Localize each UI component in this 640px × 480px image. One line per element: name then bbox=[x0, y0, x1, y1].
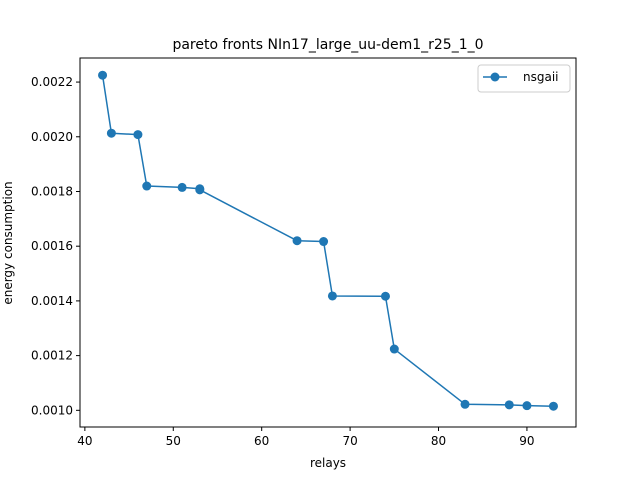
legend-label: nsgaii bbox=[523, 70, 559, 84]
y-tick-label: 0.0018 bbox=[31, 184, 73, 198]
y-tick-label: 0.0020 bbox=[31, 130, 73, 144]
data-point bbox=[177, 182, 187, 192]
x-tick-label: 60 bbox=[254, 434, 269, 448]
y-tick-label: 0.0012 bbox=[31, 349, 73, 363]
axes-frame bbox=[79, 57, 577, 428]
x-tick-label: 70 bbox=[342, 434, 357, 448]
x-tick-label: 40 bbox=[77, 434, 92, 448]
y-tick-label: 0.0016 bbox=[31, 239, 73, 253]
x-tick-label: 50 bbox=[166, 434, 181, 448]
chart-title: pareto fronts NIn17_large_uu-dem1_r25_1_… bbox=[172, 37, 483, 53]
data-point bbox=[327, 291, 337, 301]
data-point bbox=[319, 237, 329, 247]
legend: nsgaii bbox=[477, 64, 571, 93]
data-point bbox=[292, 236, 302, 246]
x-tick-label: 80 bbox=[431, 434, 446, 448]
plot-area bbox=[98, 70, 558, 411]
data-point bbox=[142, 181, 152, 191]
data-point bbox=[98, 70, 108, 80]
legend-marker bbox=[490, 72, 500, 82]
data-point bbox=[195, 185, 205, 195]
data-point bbox=[106, 128, 116, 138]
data-point bbox=[504, 400, 514, 410]
x-tick-label: 90 bbox=[519, 434, 534, 448]
y-tick-label: 0.0022 bbox=[31, 75, 73, 89]
y-axis: 0.0010 0.0012 0.0014 0.0016 0.0018 0.0020 0.00… bbox=[31, 75, 80, 417]
y-axis-label: energy consumption bbox=[1, 181, 15, 304]
y-tick-label: 0.0010 bbox=[31, 403, 73, 417]
x-axis: 40 50 60 70 80 90 bbox=[77, 427, 535, 448]
data-point bbox=[389, 344, 399, 354]
data-point bbox=[380, 291, 390, 301]
data-point bbox=[548, 401, 558, 411]
legend-box bbox=[477, 64, 571, 93]
y-tick-label: 0.0014 bbox=[31, 294, 73, 308]
data-point bbox=[460, 399, 470, 409]
data-point bbox=[133, 130, 143, 140]
series-line bbox=[101, 75, 554, 407]
x-axis-label: relays bbox=[310, 456, 346, 470]
data-point bbox=[522, 401, 532, 411]
